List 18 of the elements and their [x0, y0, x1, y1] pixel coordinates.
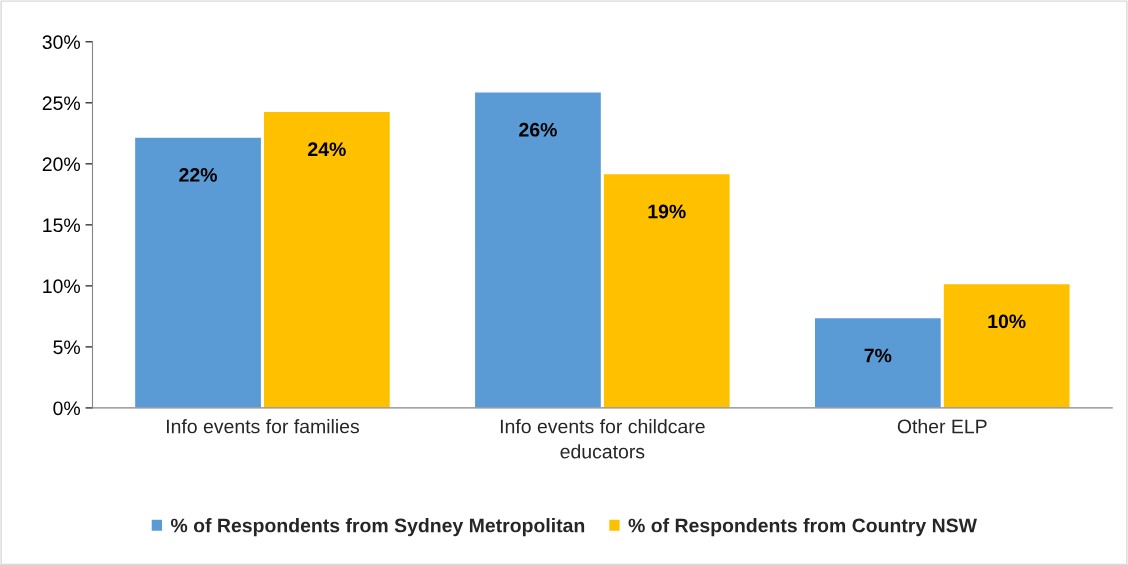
- y-tick-label: 20%: [42, 157, 80, 172]
- legend-label: % of Respondents from Country NSW: [628, 518, 977, 537]
- y-tick-label: 10%: [43, 279, 80, 294]
- y-tick-label: 25%: [42, 96, 80, 111]
- y-tick-label: 0%: [53, 401, 80, 416]
- y-tick-label: 15%: [43, 218, 80, 233]
- data-label: 7%: [864, 348, 892, 363]
- data-label: 26%: [519, 122, 557, 137]
- x-tick-label: Info events for families: [166, 419, 360, 434]
- data-label: 19%: [648, 204, 686, 219]
- data-label: 10%: [988, 314, 1026, 329]
- y-tick-label: 5%: [53, 340, 80, 355]
- legend-label: % of Respondents from Sydney Metropolitan: [170, 518, 585, 537]
- x-tick-label: Info events for childcare educators: [500, 419, 705, 459]
- data-label: 22%: [179, 168, 217, 182]
- y-tick-label: 30%: [42, 35, 80, 50]
- x-tick-label: Other ELP: [897, 419, 987, 434]
- data-label: 24%: [308, 142, 346, 157]
